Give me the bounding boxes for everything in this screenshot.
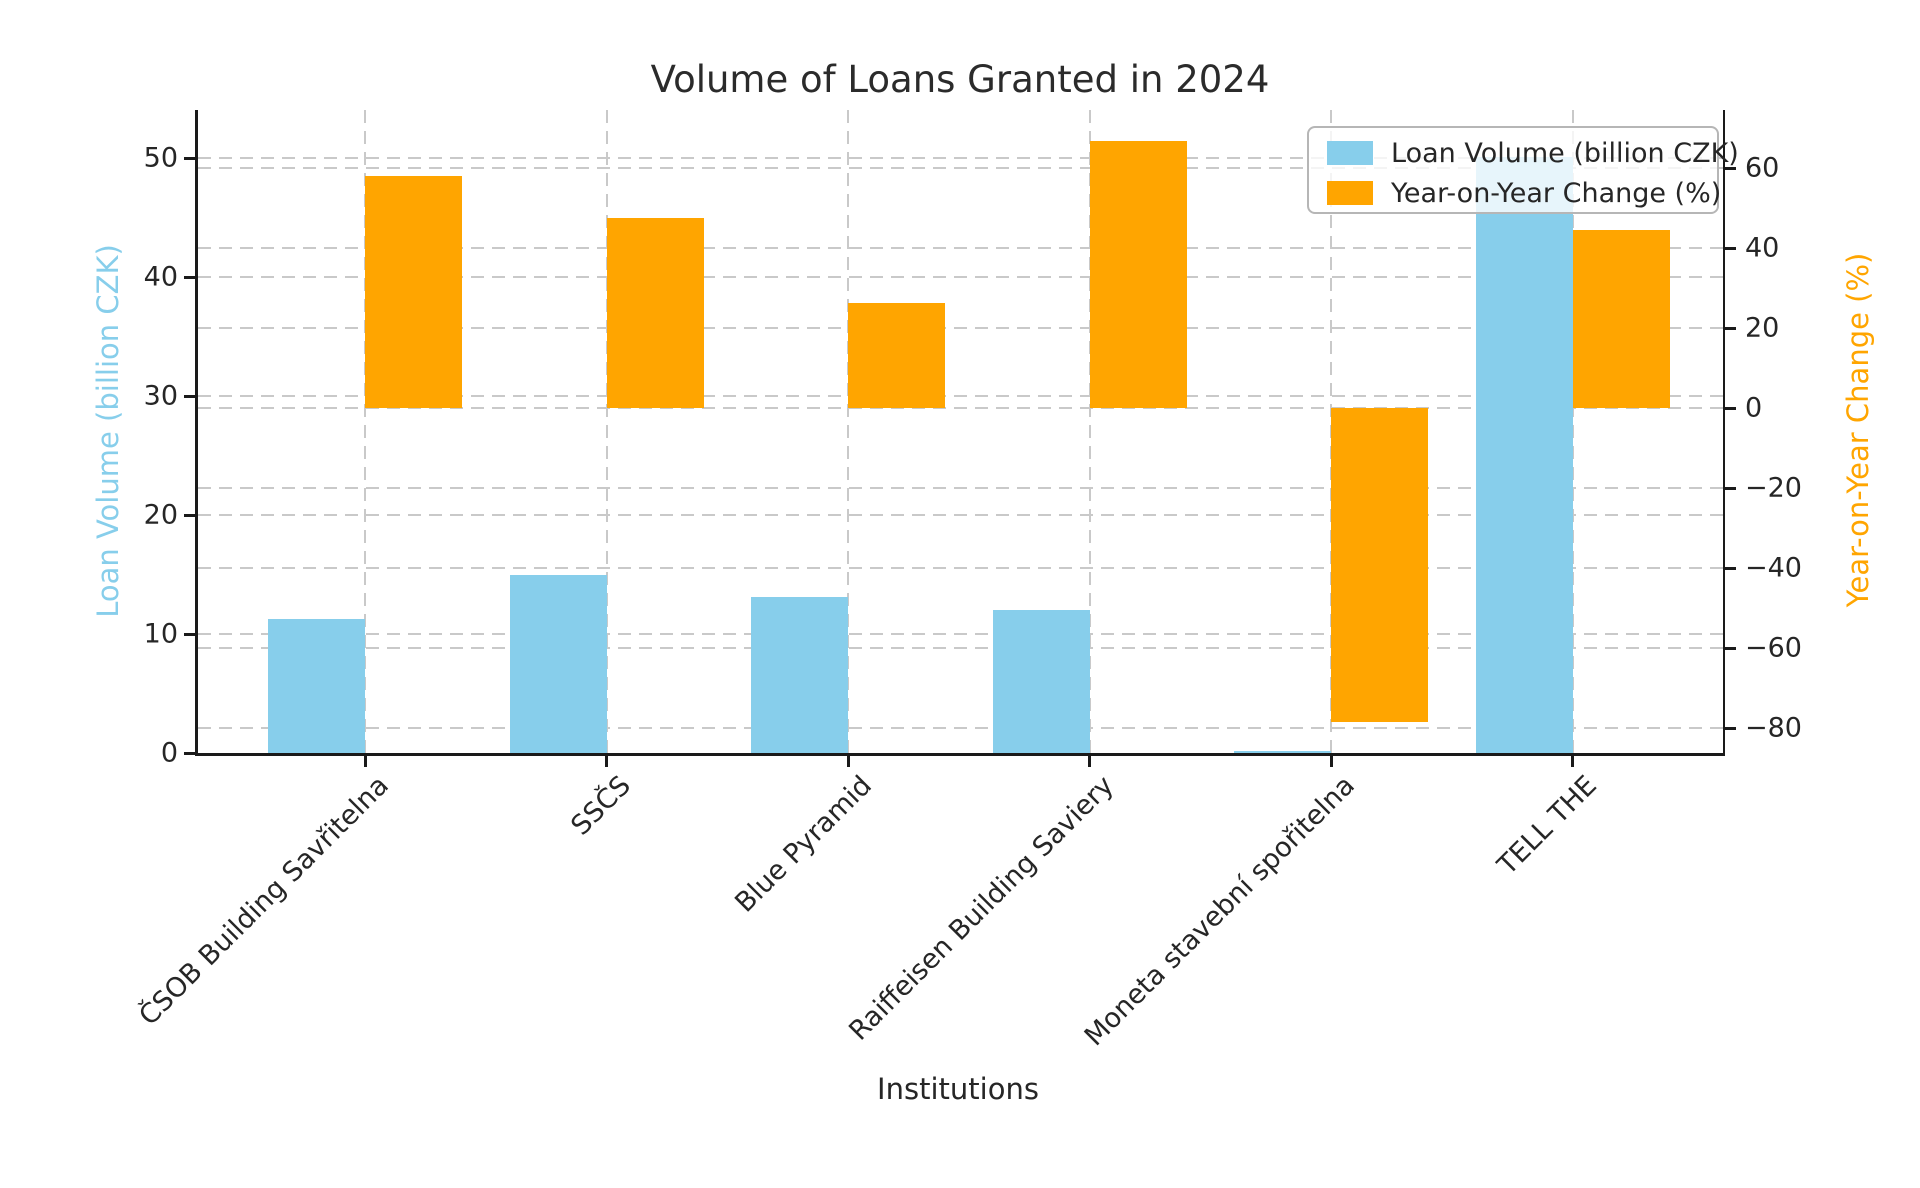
- left-axis-gridline: [198, 276, 1723, 279]
- right-y-axis-label: Year-on-Year Change (%): [1841, 252, 1875, 608]
- x-axis-tick-label: TELL THE: [1491, 770, 1603, 882]
- left-y-axis-label: Loan Volume (billion CZK): [91, 244, 125, 618]
- right-axis-tick-label: −60: [1745, 632, 1802, 664]
- right-axis-tick: [1725, 166, 1736, 170]
- right-axis-spine: [1723, 110, 1725, 756]
- loan-volume-bar: [1234, 750, 1331, 753]
- right-axis-tick-label: −20: [1745, 472, 1802, 504]
- yoy-change-bar: [848, 302, 945, 408]
- right-axis-gridline: [198, 647, 1723, 649]
- left-axis-tick: [184, 513, 195, 517]
- legend-entry-label: Loan Volume (billion CZK): [1391, 137, 1739, 169]
- legend-swatch-yoy-change: [1327, 181, 1373, 205]
- loan-volume-bar: [1475, 156, 1573, 753]
- left-axis-tick: [184, 632, 195, 636]
- x-axis-tick-label: Blue Pyramid: [729, 770, 878, 919]
- legend-entry: Loan Volume (billion CZK): [1327, 137, 1739, 169]
- right-axis-tick-label: 0: [1745, 392, 1763, 424]
- right-axis-gridline: [198, 487, 1723, 489]
- right-axis-tick: [1725, 326, 1736, 330]
- vertical-gridline: [1571, 110, 1574, 753]
- yoy-change-bar: [1331, 408, 1428, 722]
- x-axis-tick-label: Raiffeisen Building Saviery: [842, 770, 1120, 1047]
- right-axis-tick: [1725, 246, 1736, 250]
- x-axis-tick: [605, 756, 608, 767]
- left-axis-tick-label: 50: [143, 142, 178, 174]
- left-axis-tick-label: 10: [143, 618, 178, 650]
- vertical-gridline: [847, 110, 849, 753]
- chart-title: Volume of Loans Granted in 2024: [650, 58, 1270, 101]
- right-axis-tick: [1725, 566, 1736, 570]
- yoy-change-bar: [365, 176, 462, 408]
- vertical-gridline: [605, 110, 608, 753]
- loan-volume-bar: [992, 610, 1090, 753]
- right-axis-tick: [1725, 486, 1736, 490]
- right-axis-gridline: [198, 247, 1723, 249]
- right-axis-tick: [1725, 406, 1736, 410]
- right-axis-gridline: [198, 407, 1723, 409]
- left-axis-tick: [184, 156, 195, 160]
- legend: Loan Volume (billion CZK) Year-on-Year Ch…: [1307, 126, 1739, 214]
- right-axis-tick: [1725, 726, 1736, 730]
- x-axis-label: Institutions: [877, 1072, 1039, 1106]
- vertical-gridline: [1088, 110, 1091, 753]
- x-axis-tick-label: SSČS: [564, 770, 637, 842]
- x-axis-tick: [1571, 756, 1574, 767]
- legend-swatch-loan-volume: [1327, 141, 1373, 165]
- x-axis-tick-label: Moneta stavební spořitelna: [1078, 770, 1361, 1053]
- left-axis-spine: [195, 110, 198, 753]
- right-axis-tick-label: 60: [1745, 152, 1780, 184]
- right-axis-tick-label: 40: [1745, 232, 1780, 264]
- loan-volume-bar: [509, 574, 607, 753]
- left-axis-gridline: [198, 514, 1723, 517]
- left-axis-tick-label: 30: [143, 380, 178, 412]
- left-axis-gridline: [198, 633, 1723, 636]
- right-axis-tick: [1725, 646, 1736, 650]
- left-axis-tick-label: 20: [143, 499, 178, 531]
- left-axis-tick-label: 40: [143, 261, 178, 293]
- legend-entry: Year-on-Year Change (%): [1327, 177, 1722, 209]
- x-axis-tick: [846, 756, 850, 767]
- left-axis-tick-label: 0: [160, 737, 178, 769]
- right-axis-gridline: [198, 327, 1723, 329]
- left-axis-tick: [184, 275, 195, 279]
- right-axis-gridline: [198, 727, 1723, 729]
- left-axis-gridline: [198, 157, 1723, 160]
- plot-area: [198, 110, 1723, 753]
- right-axis-gridline: [198, 167, 1723, 169]
- left-axis-gridline: [198, 395, 1723, 398]
- right-axis-tick-label: 20: [1745, 312, 1780, 344]
- x-axis-tick: [1329, 756, 1333, 767]
- yoy-change-bar: [1572, 230, 1670, 408]
- right-axis-tick-label: −40: [1745, 552, 1802, 584]
- right-axis-tick-label: −80: [1745, 712, 1802, 744]
- x-axis-tick: [363, 756, 367, 767]
- legend-entry-label: Year-on-Year Change (%): [1391, 177, 1722, 209]
- vertical-gridline: [364, 110, 366, 753]
- right-axis-gridline: [198, 567, 1723, 569]
- x-axis-tick-label: ČSOB Building Savřitelna: [133, 770, 395, 1032]
- bottom-axis-spine: [195, 753, 1723, 756]
- left-axis-tick: [184, 394, 195, 398]
- x-axis-tick: [1088, 756, 1091, 767]
- loan-volume-bar: [751, 597, 848, 753]
- loan-volume-bar: [268, 618, 365, 753]
- yoy-change-bar: [606, 218, 704, 408]
- yoy-change-bar: [1089, 140, 1187, 408]
- left-axis-tick: [184, 751, 195, 755]
